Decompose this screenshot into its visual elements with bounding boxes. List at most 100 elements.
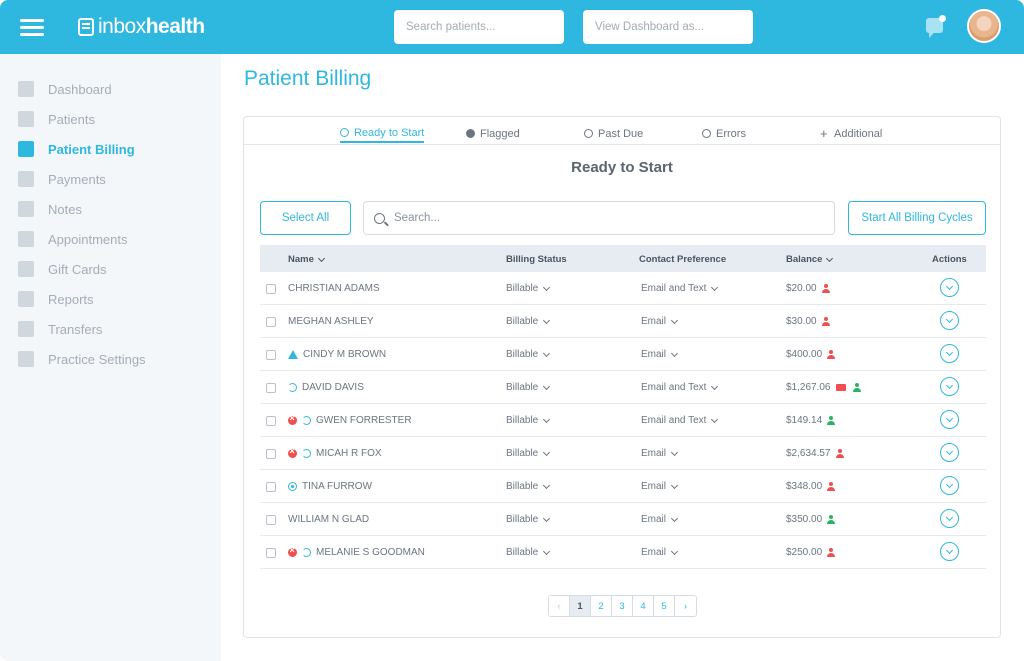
- contact-preference-dropdown[interactable]: Email and Text: [641, 382, 719, 393]
- sidebar-item-transfers[interactable]: Transfers: [0, 314, 221, 344]
- patient-name[interactable]: MEGHAN ASHLEY: [288, 316, 374, 327]
- contact-preference-dropdown[interactable]: Email: [641, 448, 679, 459]
- row-actions-button[interactable]: [940, 410, 959, 429]
- billing-status-dropdown[interactable]: Billable: [506, 283, 551, 294]
- patient-name[interactable]: DAVID DAVIS: [302, 382, 364, 393]
- row-checkbox[interactable]: [266, 383, 276, 393]
- patient-name[interactable]: MICAH R FOX: [316, 448, 382, 459]
- row-actions-button[interactable]: [940, 542, 959, 561]
- row-checkbox[interactable]: [266, 416, 276, 426]
- billing-status-dropdown[interactable]: Billable: [506, 481, 551, 492]
- patient-name[interactable]: CHRISTIAN ADAMS: [288, 283, 380, 294]
- select-all-button[interactable]: Select All: [260, 201, 351, 235]
- contact-preference-dropdown[interactable]: Email and Text: [641, 415, 719, 426]
- patient-name[interactable]: GWEN FORRESTER: [316, 415, 412, 426]
- patient-search-box[interactable]: [363, 201, 835, 235]
- sidebar-item-gift-cards[interactable]: Gift Cards: [0, 254, 221, 284]
- view-dashboard-as-input[interactable]: [583, 10, 753, 44]
- contact-preference-dropdown[interactable]: Email: [641, 547, 679, 558]
- pagination-page-5[interactable]: 5: [654, 596, 675, 616]
- tab-flagged[interactable]: Flagged: [466, 124, 520, 143]
- start-all-billing-cycles-button[interactable]: Start All Billing Cycles: [848, 201, 986, 235]
- balance-cell: $250.00: [786, 547, 837, 558]
- contact-preference-dropdown[interactable]: Email: [641, 349, 679, 360]
- billing-status-dropdown[interactable]: Billable: [506, 382, 551, 393]
- avatar[interactable]: [967, 9, 1001, 43]
- row-checkbox[interactable]: [266, 284, 276, 294]
- dashboard-icon-shape: [18, 81, 34, 97]
- row-actions-button[interactable]: [940, 476, 959, 495]
- sidebar-item-reports[interactable]: Reports: [0, 284, 221, 314]
- row-checkbox[interactable]: [266, 350, 276, 360]
- patient-search-input[interactable]: [394, 212, 814, 224]
- chevron-down-icon: [945, 282, 954, 290]
- sidebar-item-notes[interactable]: Notes: [0, 194, 221, 224]
- app-logo[interactable]: inboxhealth: [78, 12, 205, 42]
- chevron-down-icon: [543, 283, 551, 291]
- billing-status-dropdown[interactable]: Billable: [506, 415, 551, 426]
- note-icon-shape: [18, 201, 34, 217]
- tab-errors[interactable]: Errors: [702, 124, 746, 143]
- billing-status-value: Billable: [506, 316, 539, 327]
- row-checkbox[interactable]: [266, 482, 276, 492]
- row-checkbox[interactable]: [266, 317, 276, 327]
- row-actions-button[interactable]: [940, 377, 959, 396]
- billing-status-dropdown[interactable]: Billable: [506, 316, 551, 327]
- sidebar-item-practice-settings[interactable]: Practice Settings: [0, 344, 221, 374]
- pagination-page-1[interactable]: 1: [570, 596, 591, 616]
- transfer-icon: [17, 321, 35, 337]
- billing-status-dropdown[interactable]: Billable: [506, 448, 551, 459]
- pagination-page-2[interactable]: 2: [591, 596, 612, 616]
- contact-preference-dropdown[interactable]: Email: [641, 514, 679, 525]
- tab-past-due[interactable]: Past Due: [584, 124, 643, 143]
- pagination-page-3[interactable]: 3: [612, 596, 633, 616]
- billing-status-dropdown[interactable]: Billable: [506, 547, 551, 558]
- error-icon: [288, 413, 297, 425]
- contact-preference-dropdown[interactable]: Email and Text: [641, 283, 719, 294]
- table-row: DAVID DAVIS Billable Email and Text $1,267.…: [260, 371, 986, 404]
- pagination-prev-button[interactable]: ‹: [549, 596, 570, 616]
- patient-name[interactable]: TINA FURROW: [302, 481, 372, 492]
- table-row: GWEN FORRESTER Billable Email and Text $149…: [260, 404, 986, 437]
- tab-additional[interactable]: + Additional: [820, 124, 882, 143]
- row-actions-button[interactable]: [940, 509, 959, 528]
- sidebar-item-appointments[interactable]: Appointments: [0, 224, 221, 254]
- patient-name[interactable]: CINDY M BROWN: [303, 349, 387, 360]
- patient-name[interactable]: WILLIAM N GLAD: [288, 514, 370, 525]
- column-header-name[interactable]: Name: [288, 254, 325, 265]
- pagination-page-4[interactable]: 4: [633, 596, 654, 616]
- patient-name[interactable]: MELANIE S GOODMAN: [316, 547, 425, 558]
- sidebar-item-label: Practice Settings: [48, 351, 146, 367]
- credit-card-icon: [17, 171, 35, 187]
- row-checkbox[interactable]: [266, 548, 276, 558]
- row-checkbox[interactable]: [266, 515, 276, 525]
- search-patients-input[interactable]: [394, 10, 564, 44]
- sidebar-item-patient-billing[interactable]: Patient Billing: [0, 134, 221, 164]
- chevron-down-icon: [670, 316, 679, 324]
- row-actions-button[interactable]: [940, 278, 959, 297]
- sidebar-item-patients[interactable]: Patients: [0, 104, 221, 134]
- sidebar-item-label: Dashboard: [48, 81, 112, 97]
- contact-preference-dropdown[interactable]: Email: [641, 316, 679, 327]
- billing-status-dropdown[interactable]: Billable: [506, 514, 551, 525]
- notification-dot: [939, 15, 946, 22]
- tab-ready-to-start[interactable]: Ready to Start: [340, 124, 425, 143]
- chat-icon[interactable]: [926, 15, 946, 38]
- balance-value: $350.00: [786, 514, 823, 525]
- tab-label: Flagged: [480, 127, 520, 140]
- sidebar-item-payments[interactable]: Payments: [0, 164, 221, 194]
- tab-label: Ready to Start: [354, 126, 425, 139]
- row-checkbox[interactable]: [266, 449, 276, 459]
- patient-name-cell: CHRISTIAN ADAMS: [288, 283, 380, 294]
- column-header-balance[interactable]: Balance: [786, 254, 834, 265]
- contact-preference-dropdown[interactable]: Email: [641, 481, 679, 492]
- billing-status-dropdown[interactable]: Billable: [506, 349, 551, 360]
- pagination-next-button[interactable]: ›: [675, 596, 696, 616]
- hamburger-menu-icon[interactable]: [20, 17, 44, 37]
- column-label: Contact Preference: [639, 254, 727, 265]
- row-actions-button[interactable]: [940, 311, 959, 330]
- row-actions-button[interactable]: [940, 344, 959, 363]
- balance-value: $348.00: [786, 481, 823, 492]
- row-actions-button[interactable]: [940, 443, 959, 462]
- sidebar-item-dashboard[interactable]: Dashboard: [0, 74, 221, 104]
